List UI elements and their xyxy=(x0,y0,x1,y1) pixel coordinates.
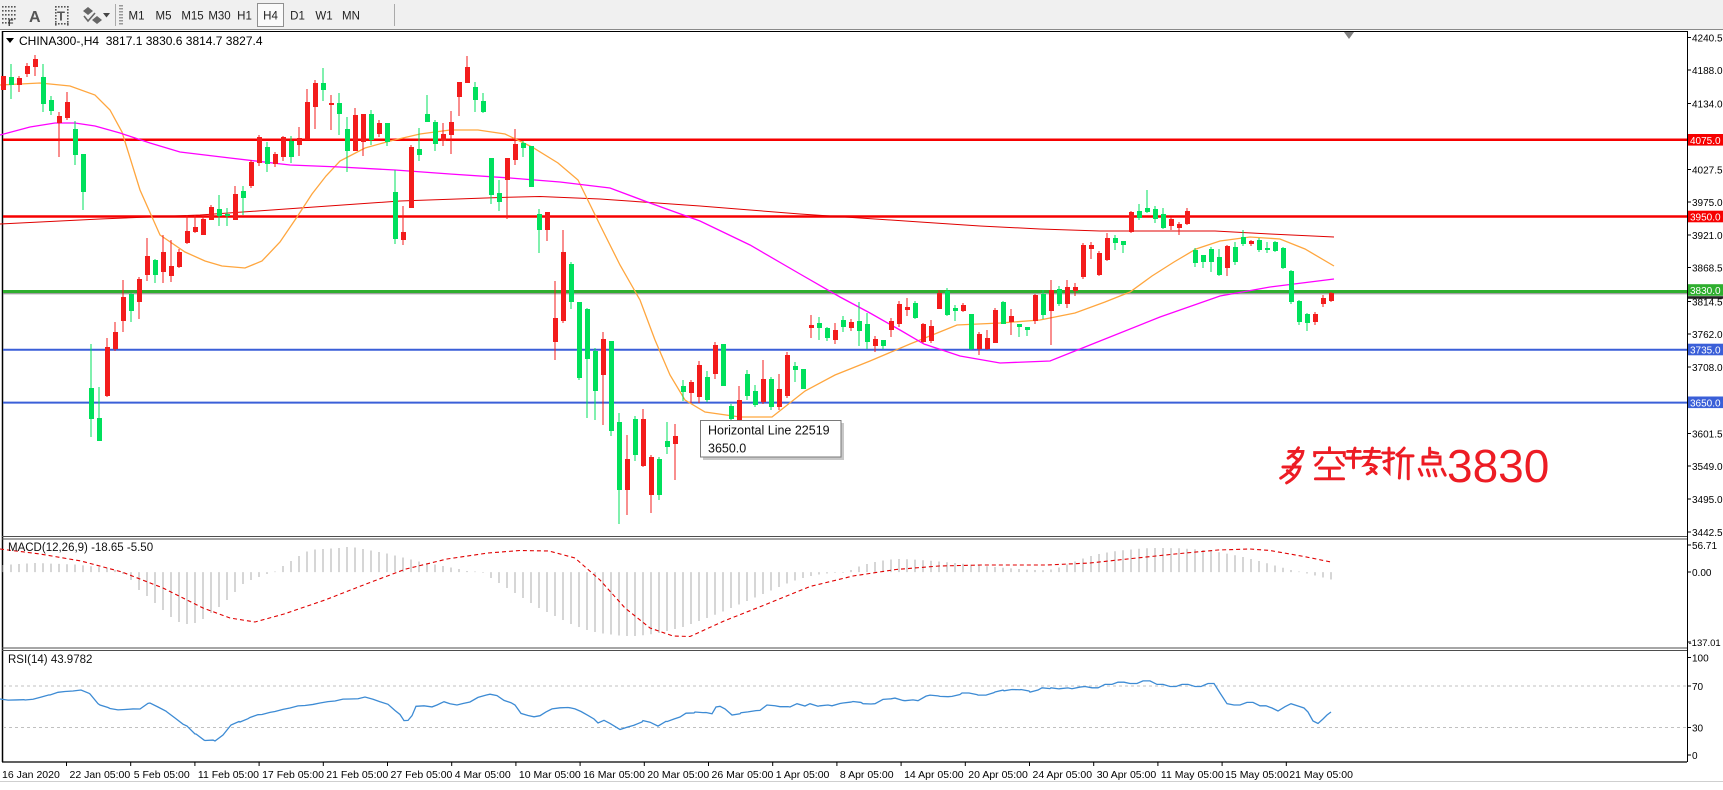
svg-text:11 May 05:00: 11 May 05:00 xyxy=(1161,769,1224,781)
svg-text:3650.0: 3650.0 xyxy=(1690,398,1721,409)
svg-text:3830.0: 3830.0 xyxy=(1690,286,1721,297)
svg-text:17 Feb 05:00: 17 Feb 05:00 xyxy=(262,769,324,781)
svg-text:3735.0: 3735.0 xyxy=(1690,346,1721,357)
svg-text:-137.01: -137.01 xyxy=(1689,638,1721,649)
svg-text:F: F xyxy=(8,18,14,28)
svg-text:MN: MN xyxy=(342,11,360,23)
svg-text:30 Apr 05:00: 30 Apr 05:00 xyxy=(1097,769,1157,781)
svg-text:3549.0: 3549.0 xyxy=(1692,462,1723,473)
svg-text:4240.5: 4240.5 xyxy=(1692,34,1723,45)
svg-text:3921.0: 3921.0 xyxy=(1692,231,1723,242)
svg-text:3442.5: 3442.5 xyxy=(1692,528,1723,539)
svg-text:3650.0: 3650.0 xyxy=(708,442,746,456)
svg-text:CHINA300-,H4 3817.1 3830.6 38: CHINA300-,H4 3817.1 3830.6 3814.7 3827.4 xyxy=(19,34,263,48)
svg-text:14 Apr 05:00: 14 Apr 05:00 xyxy=(904,769,964,781)
svg-text:H4: H4 xyxy=(263,11,278,23)
svg-text:3601.5: 3601.5 xyxy=(1692,430,1723,441)
svg-text:22 Jan 05:00: 22 Jan 05:00 xyxy=(70,769,131,781)
svg-text:21 May 05:00: 21 May 05:00 xyxy=(1289,769,1353,781)
svg-text:3708.0: 3708.0 xyxy=(1692,363,1723,374)
svg-text:4188.0: 4188.0 xyxy=(1692,66,1723,77)
svg-text:H1: H1 xyxy=(237,11,252,23)
svg-text:4027.5: 4027.5 xyxy=(1692,166,1723,177)
svg-text:3830: 3830 xyxy=(1447,440,1549,492)
svg-text:16 Mar 05:00: 16 Mar 05:00 xyxy=(583,769,645,781)
svg-text:RSI(14) 43.9782: RSI(14) 43.9782 xyxy=(8,654,92,666)
svg-text:15 May 05:00: 15 May 05:00 xyxy=(1225,769,1289,781)
svg-text:56.71: 56.71 xyxy=(1692,541,1717,552)
svg-text:M5: M5 xyxy=(156,11,172,23)
svg-text:4075.0: 4075.0 xyxy=(1690,136,1721,147)
svg-text:3950.0: 3950.0 xyxy=(1690,213,1721,224)
svg-text:MACD(12,26,9) -18.65 -5.50: MACD(12,26,9) -18.65 -5.50 xyxy=(8,542,153,554)
svg-text:4134.0: 4134.0 xyxy=(1692,100,1723,111)
svg-text:0.00: 0.00 xyxy=(1692,568,1712,579)
svg-text:16 Jan 2020: 16 Jan 2020 xyxy=(2,769,60,781)
svg-text:5 Feb 05:00: 5 Feb 05:00 xyxy=(134,769,190,781)
svg-text:27 Feb 05:00: 27 Feb 05:00 xyxy=(391,769,453,781)
svg-text:30: 30 xyxy=(1692,724,1704,735)
svg-text:20 Apr 05:00: 20 Apr 05:00 xyxy=(968,769,1028,781)
svg-text:Horizontal Line 22519: Horizontal Line 22519 xyxy=(708,424,830,438)
svg-text:26 Mar 05:00: 26 Mar 05:00 xyxy=(712,769,774,781)
svg-text:M30: M30 xyxy=(208,11,230,23)
svg-text:3975.0: 3975.0 xyxy=(1692,198,1723,209)
svg-text:20 Mar 05:00: 20 Mar 05:00 xyxy=(647,769,709,781)
svg-text:M15: M15 xyxy=(181,11,203,23)
svg-text:D1: D1 xyxy=(290,11,305,23)
svg-text:A: A xyxy=(29,9,41,26)
svg-text:T: T xyxy=(57,9,65,24)
svg-text:10 Mar 05:00: 10 Mar 05:00 xyxy=(519,769,581,781)
svg-text:70: 70 xyxy=(1692,682,1704,693)
svg-text:3868.5: 3868.5 xyxy=(1692,264,1723,275)
svg-text:4 Mar 05:00: 4 Mar 05:00 xyxy=(455,769,511,781)
svg-text:11 Feb 05:00: 11 Feb 05:00 xyxy=(198,769,259,781)
svg-text:8 Apr 05:00: 8 Apr 05:00 xyxy=(840,769,894,781)
svg-text:0: 0 xyxy=(1692,751,1698,762)
svg-text:24 Apr 05:00: 24 Apr 05:00 xyxy=(1033,769,1093,781)
svg-text:M1: M1 xyxy=(129,11,145,23)
svg-text:3814.5: 3814.5 xyxy=(1692,298,1723,309)
svg-text:3495.0: 3495.0 xyxy=(1692,495,1723,506)
svg-text:1 Apr 05:00: 1 Apr 05:00 xyxy=(776,769,830,781)
svg-text:W1: W1 xyxy=(315,11,332,23)
svg-text:100: 100 xyxy=(1692,654,1709,665)
svg-text:21 Feb 05:00: 21 Feb 05:00 xyxy=(326,769,388,781)
svg-text:3762.0: 3762.0 xyxy=(1692,330,1723,341)
